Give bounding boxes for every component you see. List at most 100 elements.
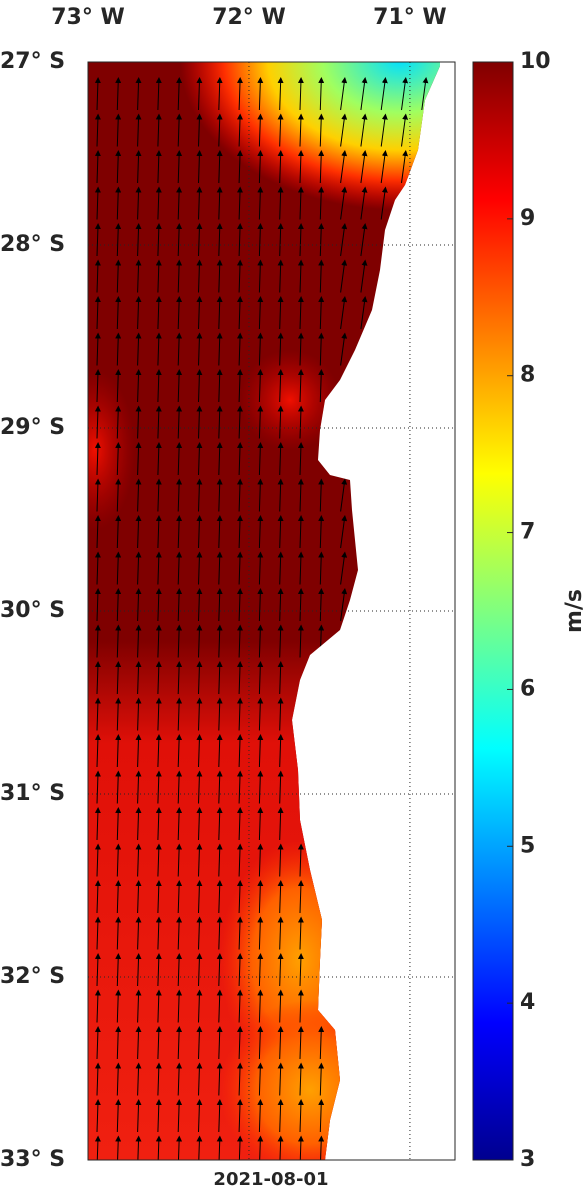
wind-arrow: [94, 880, 101, 914]
wind-arrow: [360, 77, 368, 111]
wind-arrow: [277, 223, 284, 257]
wind-arrow: [237, 1062, 243, 1096]
wind-arrow: [277, 332, 284, 366]
wind-arrow: [196, 880, 203, 914]
wind-arrow: [237, 515, 243, 549]
wind-arrow: [237, 697, 243, 731]
wind-arrow: [115, 661, 122, 695]
wind-arrow: [115, 150, 122, 184]
wind-arrow: [380, 77, 388, 111]
wind-arrow: [297, 150, 304, 184]
wind-arrow: [297, 843, 304, 877]
wind-arrow: [135, 332, 142, 366]
wind-arrow: [297, 551, 304, 585]
wind-arrow: [257, 880, 264, 914]
wind-arrow: [277, 1135, 284, 1160]
lat-tick-label: 30° S: [0, 598, 65, 623]
wind-arrow: [318, 551, 325, 585]
wind-arrow: [277, 515, 284, 549]
wind-arrow: [257, 186, 264, 220]
wind-arrow: [277, 807, 284, 841]
wind-arrow: [216, 113, 223, 147]
wind-arrow: [216, 223, 223, 257]
wind-arrow: [237, 953, 243, 987]
wind-arrow: [155, 369, 162, 403]
wind-arrow: [94, 405, 101, 439]
wind-arrow: [257, 661, 264, 695]
wind-arrow: [340, 478, 348, 512]
wind-arrow: [176, 1099, 183, 1133]
wind-arrow: [360, 150, 368, 184]
wind-arrow: [237, 150, 243, 184]
wind-arrow: [216, 588, 223, 622]
wind-arrow: [277, 478, 284, 512]
wind-arrow: [318, 332, 325, 366]
wind-arrow: [297, 259, 304, 293]
wind-arrow: [176, 661, 183, 695]
wind-arrow: [135, 186, 142, 220]
wind-arrow: [340, 186, 348, 220]
wind-arrow: [257, 369, 264, 403]
wind-arrow: [135, 405, 142, 439]
wind-arrow: [176, 113, 183, 147]
wind-arrow: [318, 1062, 325, 1096]
colorbar-tick-label: 4: [520, 990, 535, 1015]
wind-arrow: [237, 259, 243, 293]
wind-arrow: [176, 770, 183, 804]
wind-arrow: [216, 186, 223, 220]
wind-arrow: [176, 259, 183, 293]
wind-arrow: [155, 150, 162, 184]
wind-arrow: [196, 807, 203, 841]
wind-arrow: [257, 770, 264, 804]
wind-arrow: [277, 989, 284, 1023]
wind-arrow: [115, 1062, 122, 1096]
wind-arrow: [318, 369, 325, 403]
wind-arrow: [297, 113, 304, 147]
lon-tick-label: 73° W: [51, 5, 125, 30]
wind-arrow: [318, 515, 325, 549]
wind-arrow: [380, 113, 388, 147]
wind-arrow: [237, 113, 243, 147]
wind-arrow: [196, 1026, 203, 1060]
wind-arrow: [237, 588, 243, 622]
wind-arrow: [135, 661, 142, 695]
wind-arrow: [176, 77, 183, 111]
wind-arrow: [257, 734, 264, 768]
wind-arrow: [176, 551, 183, 585]
wind-arrow: [360, 186, 368, 220]
wind-arrow: [94, 1099, 101, 1133]
wind-arrow: [277, 296, 284, 330]
wind-arrow: [176, 296, 183, 330]
wind-arrow: [297, 916, 304, 950]
wind-arrow: [94, 1026, 101, 1060]
wind-arrow: [176, 223, 183, 257]
wind-arrow: [257, 1099, 264, 1133]
wind-arrow: [196, 186, 203, 220]
wind-arrow: [257, 551, 264, 585]
wind-arrow: [94, 624, 101, 658]
wind-arrow: [155, 588, 162, 622]
wind-arrow: [115, 588, 122, 622]
wind-arrow: [196, 661, 203, 695]
wind-arrow: [115, 1026, 122, 1060]
wind-arrow: [155, 916, 162, 950]
wind-arrow: [115, 770, 122, 804]
wind-arrow: [237, 661, 243, 695]
wind-arrow: [237, 478, 243, 512]
wind-arrow: [237, 1026, 243, 1060]
wind-arrow: [340, 332, 348, 366]
lat-tick-label: 27° S: [0, 49, 65, 74]
wind-arrow: [237, 880, 243, 914]
wind-arrow: [115, 551, 122, 585]
wind-arrow: [196, 223, 203, 257]
colorbar-tick-label: 5: [520, 833, 535, 858]
wind-arrow: [115, 515, 122, 549]
wind-arrow: [237, 405, 243, 439]
wind-arrow: [237, 442, 243, 476]
wind-arrow: [297, 1099, 304, 1133]
wind-arrow: [135, 989, 142, 1023]
wind-arrow: [115, 332, 122, 366]
wind-arrow: [94, 734, 101, 768]
wind-arrow: [94, 1135, 101, 1160]
